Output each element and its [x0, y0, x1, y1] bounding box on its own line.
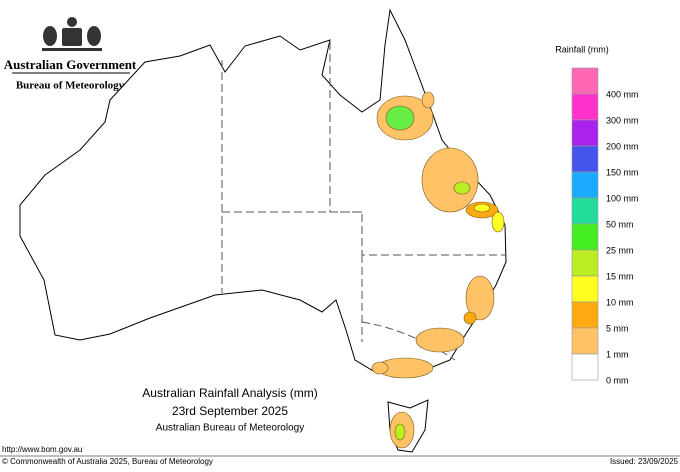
legend-swatch	[571, 249, 599, 277]
agency: Australian Government	[4, 57, 137, 72]
map-source: Australian Bureau of Meteorology	[156, 423, 304, 434]
legend-swatch	[571, 275, 599, 303]
legend-swatch	[571, 353, 599, 381]
legend-label: 15 mm	[606, 271, 634, 281]
legend-label: 150 mm	[606, 167, 639, 177]
legend-label: 25 mm	[606, 245, 634, 255]
map-date: 23rd September 2025	[172, 404, 288, 418]
legend-label: 400 mm	[606, 89, 639, 99]
footer-issued: Issued: 23/09/2025	[610, 457, 679, 466]
legend-swatch	[571, 67, 599, 95]
map-title: Australian Rainfall Analysis (mm)	[142, 386, 317, 400]
legend-swatch	[571, 145, 599, 173]
state-borders	[221, 42, 505, 361]
legend-label: 300 mm	[606, 115, 639, 125]
legend-label: 200 mm	[606, 141, 639, 151]
legend-swatch	[571, 301, 599, 329]
bureau: Bureau of Meteorology	[16, 80, 125, 92]
rain-areas	[371, 91, 505, 449]
footer-copyright: © Commonwealth of Australia 2025, Bureau…	[2, 457, 213, 466]
legend-swatch	[571, 197, 599, 225]
legend-swatch	[571, 119, 599, 147]
legend: 400 mm 300 mm 200 mm 150 mm 100 mm 50 mm 25 mm…	[571, 67, 639, 385]
legend-label: 50 mm	[606, 219, 634, 229]
legend-label: 10 mm	[606, 297, 634, 307]
legend-swatch	[571, 327, 599, 355]
footer-url: http://www.bom.gov.au	[2, 445, 82, 454]
legend-title: Rainfall (mm)	[555, 44, 609, 54]
legend-label: 100 mm	[606, 193, 639, 203]
legend-swatch	[571, 223, 599, 251]
legend-label: 1 mm	[606, 349, 629, 359]
legend-label: 0 mm	[606, 375, 629, 385]
legend-label: 5 mm	[606, 323, 629, 333]
crest	[42, 17, 102, 51]
legend-swatch	[571, 171, 599, 199]
legend-swatch	[571, 93, 599, 121]
